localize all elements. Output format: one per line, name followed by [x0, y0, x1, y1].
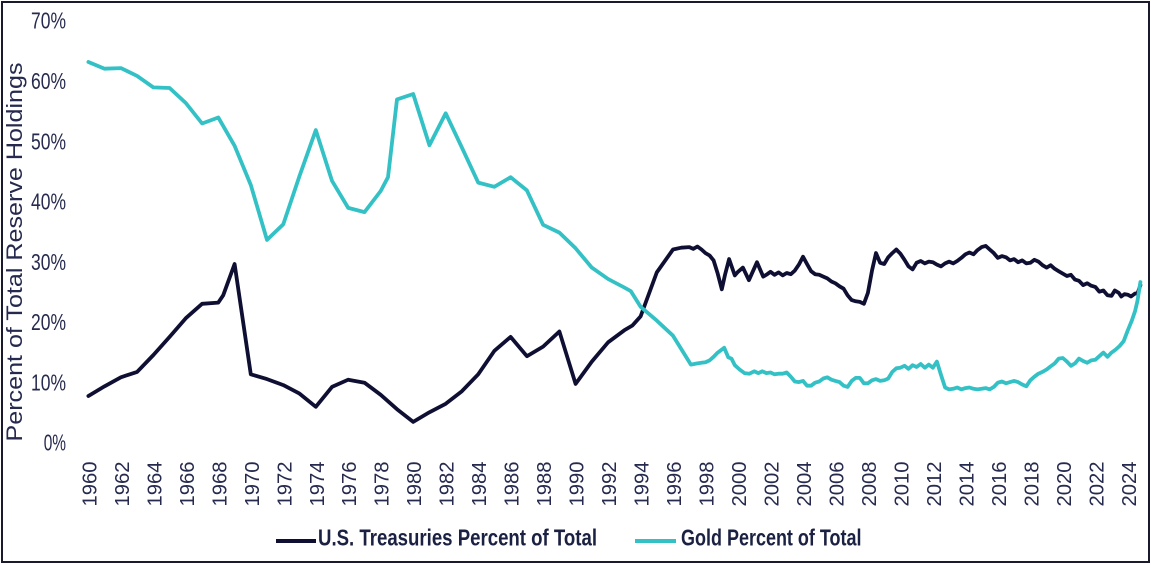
svg-text:1994: 1994 [632, 462, 654, 507]
svg-text:1998: 1998 [697, 462, 719, 507]
svg-text:2024: 2024 [1119, 462, 1141, 507]
svg-text:2010: 2010 [891, 462, 913, 507]
svg-text:0%: 0% [44, 430, 66, 456]
svg-text:2002: 2002 [762, 462, 784, 507]
svg-text:1980: 1980 [404, 462, 426, 507]
svg-text:30%: 30% [31, 249, 66, 275]
svg-text:1984: 1984 [469, 462, 491, 507]
svg-text:2014: 2014 [956, 462, 978, 507]
svg-text:Percent of Total Reserve Holdi: Percent of Total Reserve Holdings [2, 63, 27, 442]
svg-text:1982: 1982 [437, 462, 459, 507]
svg-text:1976: 1976 [339, 462, 361, 507]
svg-text:1990: 1990 [567, 462, 589, 507]
svg-text:40%: 40% [31, 189, 66, 215]
svg-text:2006: 2006 [826, 462, 848, 507]
svg-text:U.S. Treasuries Percent of Tot: U.S. Treasuries Percent of Total [318, 525, 597, 551]
svg-text:1962: 1962 [112, 462, 134, 507]
svg-text:1968: 1968 [209, 462, 231, 507]
svg-text:2018: 2018 [1021, 462, 1043, 507]
svg-text:1972: 1972 [274, 462, 296, 507]
svg-text:1978: 1978 [372, 462, 394, 507]
svg-text:1988: 1988 [534, 462, 556, 507]
svg-text:1966: 1966 [177, 462, 199, 507]
svg-text:1992: 1992 [599, 462, 621, 507]
svg-text:60%: 60% [31, 68, 66, 94]
svg-text:2000: 2000 [729, 462, 751, 507]
svg-text:1996: 1996 [664, 462, 686, 507]
svg-text:70%: 70% [31, 8, 66, 34]
svg-text:1964: 1964 [144, 462, 166, 507]
svg-text:2016: 2016 [989, 462, 1011, 507]
svg-text:2008: 2008 [859, 462, 881, 507]
svg-text:2020: 2020 [1054, 462, 1076, 507]
svg-text:1960: 1960 [79, 462, 101, 507]
svg-text:1970: 1970 [242, 462, 264, 507]
svg-text:50%: 50% [31, 128, 66, 154]
svg-text:2022: 2022 [1086, 462, 1108, 507]
svg-text:2012: 2012 [924, 462, 946, 507]
svg-text:1974: 1974 [307, 462, 329, 507]
svg-text:1986: 1986 [502, 462, 524, 507]
svg-text:2004: 2004 [794, 462, 816, 507]
svg-text:Gold Percent of Total: Gold Percent of Total [681, 525, 862, 551]
svg-text:10%: 10% [31, 369, 66, 395]
svg-text:20%: 20% [31, 309, 66, 335]
